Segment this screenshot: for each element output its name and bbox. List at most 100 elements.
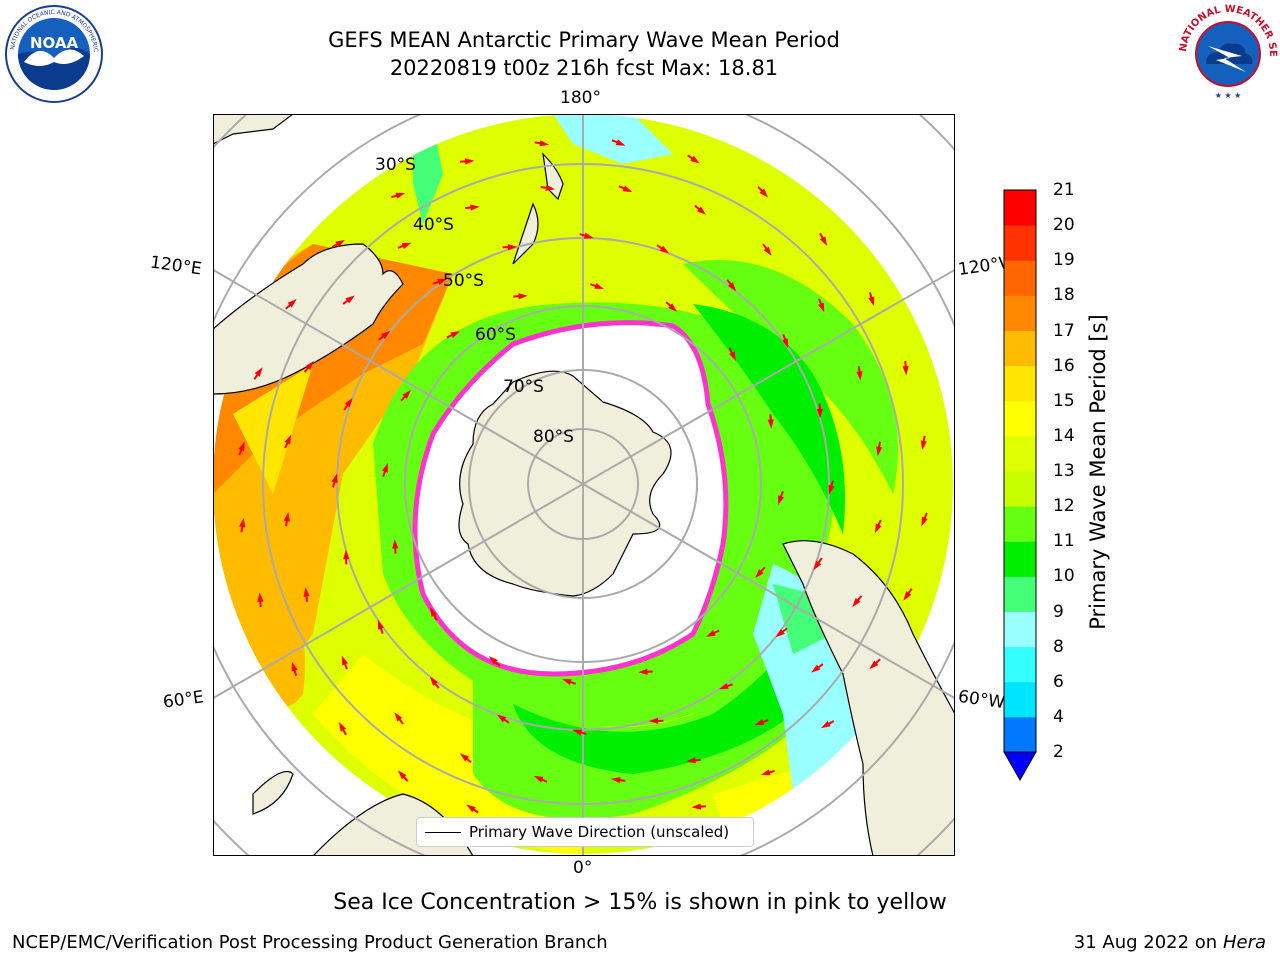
wave-arrow-head bbox=[763, 246, 772, 256]
land-masses bbox=[213, 114, 955, 856]
wave-arrow-head bbox=[821, 720, 831, 729]
colorbar-tick-label: 12 bbox=[1053, 496, 1075, 517]
legend-line bbox=[425, 832, 461, 833]
colorbar-segment bbox=[1004, 365, 1036, 402]
colorbar-segment bbox=[1004, 190, 1036, 226]
lat-label-50s: 50°S bbox=[443, 271, 484, 291]
wave-arrow-head bbox=[902, 366, 909, 376]
wave-arrow-head bbox=[610, 777, 621, 784]
wave-arrow-head bbox=[668, 303, 678, 312]
wave-arrow-head bbox=[331, 473, 338, 484]
colorbar-tick-label: 4 bbox=[1053, 706, 1064, 727]
wave-arrow-head bbox=[437, 278, 448, 285]
wave-arrow-head bbox=[377, 619, 384, 630]
wave-arrow-head bbox=[696, 206, 707, 215]
colorbar-tick-label: 10 bbox=[1053, 566, 1075, 587]
colorbar-segment bbox=[1004, 225, 1036, 261]
wave-arrow-head bbox=[429, 676, 438, 686]
wave-arrow-head bbox=[868, 296, 875, 307]
lat-label-60s: 60°S bbox=[475, 325, 516, 345]
legend-label: Primary Wave Direction (unscaled) bbox=[469, 823, 730, 841]
wave-arrow-head bbox=[257, 592, 264, 602]
colorbar-segment bbox=[1004, 541, 1036, 577]
wave-direction-arrows bbox=[238, 139, 928, 829]
colorbar-segment bbox=[1004, 576, 1036, 612]
colorbar-tick-label: 21 bbox=[1053, 180, 1075, 200]
colorbar-tick-label: 11 bbox=[1053, 531, 1075, 552]
svg-text:NOAA: NOAA bbox=[30, 34, 79, 52]
lon-label-60e: 60°E bbox=[161, 687, 206, 713]
wave-arrow-head bbox=[450, 331, 460, 338]
footer-date: 31 Aug 2022 on Hera bbox=[1074, 932, 1266, 953]
wave-arrow-head bbox=[622, 185, 633, 193]
wave-arrow-head bbox=[344, 397, 353, 408]
wave-arrow-head bbox=[648, 717, 659, 724]
footer-host: Hera bbox=[1222, 932, 1266, 953]
colorbar-label: Primary Wave Mean Period [s] bbox=[1086, 314, 1110, 630]
wave-arrow-head bbox=[239, 517, 246, 528]
colorbar-tick-label: 8 bbox=[1053, 636, 1064, 657]
colorbar-tick-label: 6 bbox=[1053, 671, 1064, 692]
wave-arrow-head bbox=[402, 389, 411, 399]
lat-label-70s: 70°S bbox=[503, 377, 544, 397]
wave-arrow-head bbox=[338, 722, 347, 732]
wave-arrow-head bbox=[778, 495, 785, 506]
wave-arrow-head bbox=[343, 549, 350, 560]
footer-credit: NCEP/EMC/Verification Post Processing Pr… bbox=[12, 932, 608, 953]
wave-arrow-head bbox=[335, 239, 345, 248]
footer-date-text: 31 Aug 2022 on bbox=[1073, 932, 1218, 953]
colorbar-tick-label: 20 bbox=[1053, 215, 1075, 236]
wave-arrow-head bbox=[811, 664, 821, 673]
wave-arrow-head bbox=[305, 360, 314, 371]
graticule bbox=[213, 114, 955, 856]
wave-arrow-head bbox=[395, 192, 406, 199]
wave-arrow-head bbox=[813, 560, 822, 571]
wave-arrow-head bbox=[539, 140, 550, 147]
wave-arrow-head bbox=[659, 245, 670, 254]
sea-ice-note: Sea Ice Concentration > 15% is shown in … bbox=[333, 890, 947, 915]
chart-subtitle: 20220819 t00z 216h fcst Max: 18.81 bbox=[389, 56, 779, 80]
wave-arrow-head bbox=[816, 408, 823, 419]
wave-arrow-head bbox=[903, 591, 912, 601]
wave-arrow-head bbox=[782, 338, 789, 349]
colorbar-tick-label: 16 bbox=[1053, 355, 1075, 376]
colorbar-segment bbox=[1004, 716, 1036, 753]
south-america bbox=[782, 540, 955, 856]
svg-text:★ ★ ★: ★ ★ ★ bbox=[1215, 91, 1242, 100]
wave-arrow-head bbox=[283, 511, 290, 522]
lat-label-30s: 30°S bbox=[375, 155, 416, 175]
wave-arrow-head bbox=[638, 668, 648, 675]
wave-arrow-head bbox=[392, 539, 399, 549]
colorbar-segment bbox=[1004, 611, 1036, 648]
wave-arrow-head bbox=[459, 753, 470, 762]
colorbar-segment bbox=[1004, 435, 1036, 472]
wave-arrow-head bbox=[401, 242, 412, 249]
colorbar-tick-label: 17 bbox=[1053, 320, 1075, 341]
wave-arrow-head bbox=[691, 803, 701, 810]
lon-label-180: 180° bbox=[560, 88, 601, 108]
wave-arrow-head bbox=[545, 184, 556, 191]
colorbar-segment bbox=[1004, 260, 1036, 296]
nws-logo: NATIONAL WEATHER SERVICE ★ ★ ★ bbox=[1178, 4, 1278, 102]
wave-arrow-head bbox=[856, 371, 863, 381]
wave-arrow-head bbox=[291, 661, 298, 672]
wave-arrow-head bbox=[874, 523, 882, 534]
colorbar-segment bbox=[1004, 506, 1036, 542]
wave-arrow-head bbox=[518, 293, 528, 300]
colorbar-segment bbox=[1004, 681, 1036, 718]
wave-arrow-head bbox=[852, 597, 861, 608]
lon-label-120e: 120°E bbox=[148, 252, 203, 280]
wave-arrow-head bbox=[533, 775, 544, 783]
map-panel: 30°S 40°S 50°S 60°S 70°S 80°S bbox=[213, 114, 955, 856]
wave-arrow-head bbox=[496, 714, 507, 723]
colorbar-segment bbox=[1004, 471, 1036, 507]
wave-arrow-head bbox=[819, 236, 828, 246]
lon-label-60w: 60°W bbox=[956, 686, 1007, 714]
colorbar-tick-label: 15 bbox=[1053, 390, 1075, 411]
wave-arrow-head bbox=[920, 440, 927, 451]
wave-arrow-head bbox=[394, 712, 403, 722]
lat-label-40s: 40°S bbox=[413, 215, 454, 235]
wave-arrow-head bbox=[381, 462, 388, 473]
wave-arrow-head bbox=[594, 282, 605, 289]
wave-arrow-head bbox=[775, 629, 785, 638]
